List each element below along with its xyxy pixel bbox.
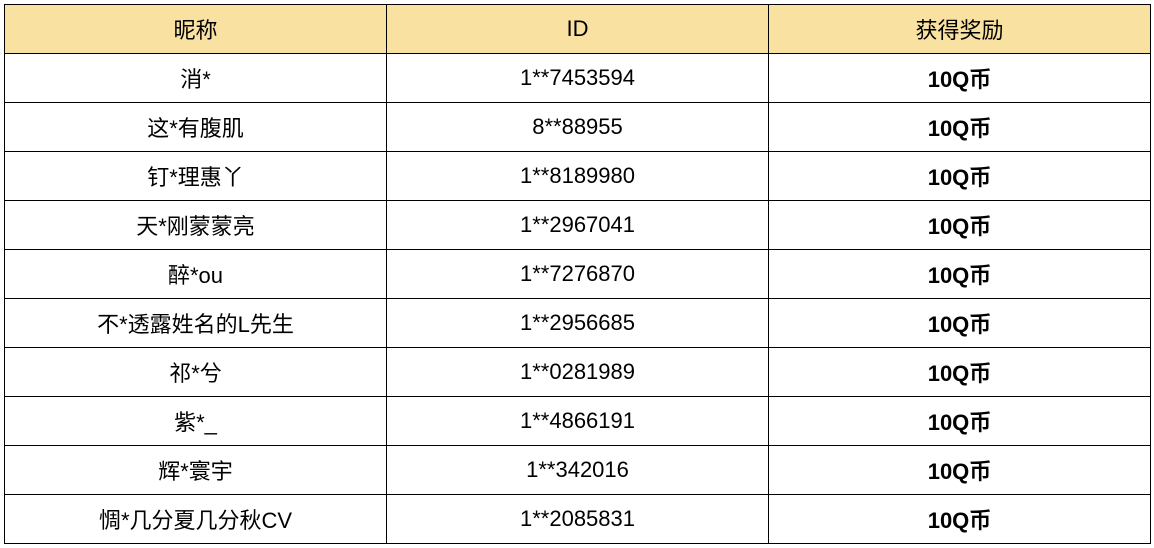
table-row: 钉*理惠丫1**818998010Q币 bbox=[5, 152, 1151, 201]
cell-id: 8**88955 bbox=[387, 103, 769, 152]
cell-nickname: 不*透露姓名的L先生 bbox=[5, 299, 387, 348]
table-row: 惆*几分夏几分秋CV1**208583110Q币 bbox=[5, 495, 1151, 544]
cell-nickname: 这*有腹肌 bbox=[5, 103, 387, 152]
table-row: 这*有腹肌8**8895510Q币 bbox=[5, 103, 1151, 152]
cell-nickname: 祁*兮 bbox=[5, 348, 387, 397]
col-header-nickname: 昵称 bbox=[5, 5, 387, 54]
cell-nickname: 辉*寰宇 bbox=[5, 446, 387, 495]
cell-id: 1**7453594 bbox=[387, 54, 769, 103]
cell-reward: 10Q币 bbox=[769, 250, 1151, 299]
cell-nickname: 紫*_ bbox=[5, 397, 387, 446]
cell-id: 1**2085831 bbox=[387, 495, 769, 544]
cell-nickname: 天*刚蒙蒙亮 bbox=[5, 201, 387, 250]
cell-id: 1**7276870 bbox=[387, 250, 769, 299]
cell-reward: 10Q币 bbox=[769, 152, 1151, 201]
table-header-row: 昵称 ID 获得奖励 bbox=[5, 5, 1151, 54]
table-row: 不*透露姓名的L先生1**295668510Q币 bbox=[5, 299, 1151, 348]
cell-id: 1**0281989 bbox=[387, 348, 769, 397]
cell-id: 1**4866191 bbox=[387, 397, 769, 446]
cell-reward: 10Q币 bbox=[769, 299, 1151, 348]
cell-nickname: 醉*ou bbox=[5, 250, 387, 299]
reward-table: 昵称 ID 获得奖励 消*1**745359410Q币这*有腹肌8**88955… bbox=[4, 4, 1151, 544]
col-header-id: ID bbox=[387, 5, 769, 54]
table-row: 祁*兮1**028198910Q币 bbox=[5, 348, 1151, 397]
cell-nickname: 消* bbox=[5, 54, 387, 103]
cell-id: 1**2967041 bbox=[387, 201, 769, 250]
table-row: 醉*ou1**727687010Q币 bbox=[5, 250, 1151, 299]
cell-reward: 10Q币 bbox=[769, 397, 1151, 446]
cell-reward: 10Q币 bbox=[769, 446, 1151, 495]
col-header-reward: 获得奖励 bbox=[769, 5, 1151, 54]
cell-id: 1**342016 bbox=[387, 446, 769, 495]
cell-nickname: 惆*几分夏几分秋CV bbox=[5, 495, 387, 544]
cell-nickname: 钉*理惠丫 bbox=[5, 152, 387, 201]
cell-reward: 10Q币 bbox=[769, 348, 1151, 397]
cell-reward: 10Q币 bbox=[769, 201, 1151, 250]
cell-reward: 10Q币 bbox=[769, 54, 1151, 103]
table-row: 天*刚蒙蒙亮1**296704110Q币 bbox=[5, 201, 1151, 250]
table-row: 消*1**745359410Q币 bbox=[5, 54, 1151, 103]
cell-id: 1**2956685 bbox=[387, 299, 769, 348]
cell-id: 1**8189980 bbox=[387, 152, 769, 201]
table-row: 紫*_1**486619110Q币 bbox=[5, 397, 1151, 446]
cell-reward: 10Q币 bbox=[769, 495, 1151, 544]
table-row: 辉*寰宇1**34201610Q币 bbox=[5, 446, 1151, 495]
cell-reward: 10Q币 bbox=[769, 103, 1151, 152]
